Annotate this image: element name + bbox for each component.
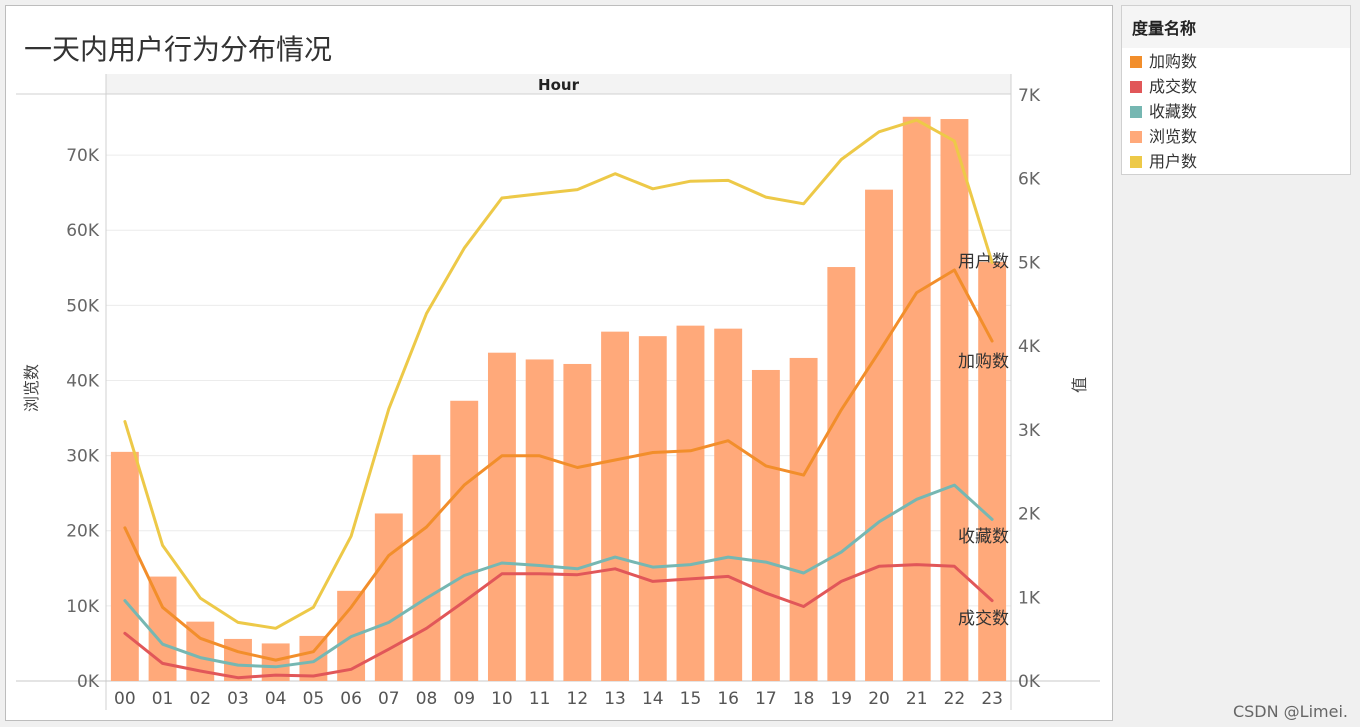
right-tick-label: 7K [1018, 86, 1041, 106]
bar-17 [751, 369, 780, 681]
x-tick-label: 03 [227, 689, 249, 709]
left-tick-label: 40K [66, 371, 100, 391]
line-end-label: 成交数 [958, 609, 1009, 629]
left-tick-label: 0K [77, 672, 100, 692]
x-tick-label: 07 [378, 689, 400, 709]
right-tick-label: 1K [1018, 588, 1041, 608]
legend-label: 成交数 [1149, 77, 1198, 96]
line-end-label: 收藏数 [958, 527, 1009, 547]
legend-swatch [1130, 106, 1142, 118]
right-tick-label: 6K [1018, 170, 1041, 190]
left-tick-label: 70K [66, 146, 100, 166]
x-tick-label: 05 [303, 689, 325, 709]
x-tick-label: 16 [717, 689, 739, 709]
x-tick-label: 04 [265, 689, 287, 709]
legend-swatch [1130, 156, 1142, 168]
x-tick-label: 02 [189, 689, 211, 709]
bar-13 [601, 331, 630, 681]
bar-19 [827, 267, 856, 681]
legend-label: 浏览数 [1149, 127, 1198, 146]
legend-swatch [1130, 56, 1142, 68]
line-series-0 [123, 118, 994, 630]
bar-14 [638, 336, 667, 681]
left-tick-label: 60K [66, 221, 100, 241]
hour-header-band [106, 74, 1011, 94]
legend-title: 度量名称 [1122, 6, 1350, 48]
bar-11 [525, 359, 554, 681]
bar-15 [676, 325, 705, 681]
legend-item-shoucang[interactable]: 收藏数 [1130, 100, 1197, 124]
x-tick-label: 00 [114, 689, 136, 709]
x-tick-label: 13 [604, 689, 626, 709]
bar-03 [224, 638, 252, 681]
right-tick-label: 2K [1018, 505, 1041, 525]
x-tick-label: 10 [491, 689, 513, 709]
line-series-2 [123, 483, 994, 669]
legend-swatch [1130, 81, 1142, 93]
x-tick-label: 18 [793, 689, 815, 709]
left-axis-label: 浏览数 [22, 364, 41, 412]
left-tick-label: 30K [66, 447, 100, 467]
right-axis-label: 值 [1070, 377, 1089, 393]
bar-16 [714, 328, 743, 681]
x-tick-label: 17 [755, 689, 777, 709]
x-tick-label: 12 [567, 689, 589, 709]
x-tick-label: 06 [340, 689, 362, 709]
x-tick-label: 23 [981, 689, 1003, 709]
left-tick-label: 50K [66, 296, 100, 316]
bar-23 [978, 261, 1007, 681]
x-tick-label: 21 [906, 689, 928, 709]
right-tick-label: 5K [1018, 253, 1041, 273]
line-series-1 [123, 268, 994, 662]
legend-label: 收藏数 [1149, 102, 1198, 121]
line-end-label: 加购数 [958, 352, 1009, 372]
bar-10 [487, 352, 516, 681]
right-tick-label: 0K [1018, 672, 1041, 692]
x-tick-label: 11 [529, 689, 551, 709]
bar-18 [789, 357, 818, 681]
legend-item-yonghu[interactable]: 用户数 [1130, 150, 1197, 174]
bar-20 [865, 189, 893, 681]
legend-label: 加购数 [1149, 52, 1198, 71]
hour-header: Hour [538, 76, 580, 94]
x-tick-label: 22 [944, 689, 966, 709]
left-tick-label: 10K [66, 597, 100, 617]
bar-22 [940, 119, 969, 682]
legend-item-chengjiao[interactable]: 成交数 [1130, 75, 1197, 99]
bar-08 [412, 454, 441, 681]
x-tick-label: 20 [868, 689, 890, 709]
x-tick-label: 19 [830, 689, 852, 709]
legend: 度量名称 加购数 成交数 收藏数 浏览数 用户数 [1121, 5, 1351, 175]
bar-00 [110, 451, 139, 681]
x-tick-label: 08 [416, 689, 438, 709]
bar-21 [902, 116, 931, 682]
chart-title: 一天内用户行为分布情况 [24, 33, 333, 66]
watermark: CSDN @Limei. [1232, 702, 1348, 721]
bar-09 [450, 400, 479, 681]
line-end-label: 用户数 [958, 252, 1009, 272]
right-tick-label: 4K [1018, 337, 1041, 357]
legend-item-jiagou[interactable]: 加购数 [1130, 50, 1197, 74]
x-tick-label: 01 [152, 689, 174, 709]
legend-swatch [1130, 131, 1142, 143]
line-series-3 [123, 563, 994, 680]
bar-12 [563, 363, 592, 681]
legend-label: 用户数 [1149, 152, 1198, 171]
left-tick-label: 20K [66, 522, 100, 542]
x-tick-label: 09 [453, 689, 475, 709]
right-tick-label: 3K [1018, 421, 1041, 441]
x-tick-label: 14 [642, 689, 664, 709]
x-tick-label: 15 [680, 689, 702, 709]
legend-item-liulan[interactable]: 浏览数 [1130, 125, 1197, 149]
